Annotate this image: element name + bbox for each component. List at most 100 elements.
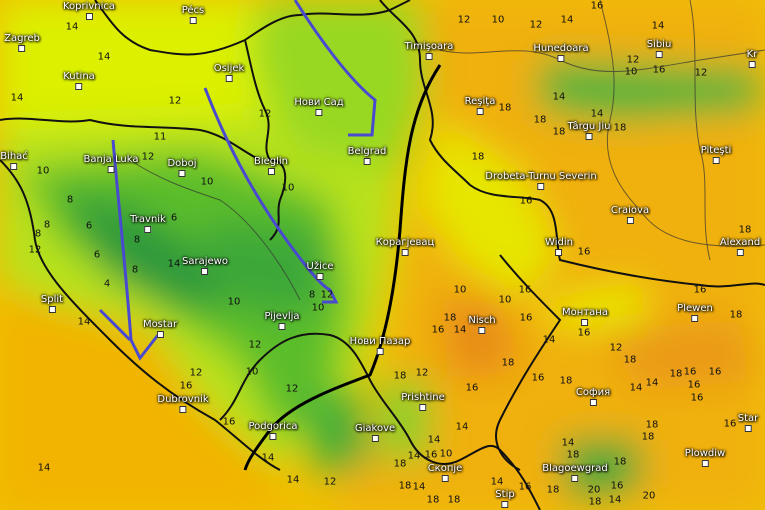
cold-front-1 [293,0,377,137]
city-marker-icon [10,163,18,170]
city-marker-icon [712,157,720,164]
city-label: Timişoara [405,41,453,60]
isotherm-value: 8 [131,264,139,276]
isotherm-value: 18 [426,494,440,506]
isotherm-value: 16 [683,366,697,378]
isotherm-value: 18 [498,102,512,114]
isotherm-value: 14 [590,108,604,120]
city-label: Doboj [167,158,197,177]
isotherm-value: 16 [519,312,533,324]
isotherm-value: 16 [693,284,707,296]
city-label: Монтана [562,307,608,326]
isotherm-value: 12 [457,14,471,26]
city-marker-icon [18,45,26,52]
city-name: Doboj [167,158,197,169]
city-label: Kr [747,49,757,68]
city-label: Užice [307,261,334,280]
city-label: Koprivnica [63,1,115,20]
city-label: Alexand [720,237,760,256]
isotherm-value: 14 [542,334,556,346]
city-name: Koprivnica [62,1,116,12]
city-label: Dubrovnik [157,394,209,413]
isotherm-value: 10 [491,14,505,26]
city-name: Belgrad [347,146,387,157]
city-name: Pécs [181,5,205,16]
city-marker-icon [178,170,186,177]
isotherm-value: 14 [490,476,504,488]
isotherm-value: 10 [624,66,638,78]
isotherm-value: 16 [222,416,236,428]
isotherm-value: 16 [518,481,532,493]
isotherm-value: 10 [453,284,467,296]
isotherm-value: 8 [308,289,316,301]
city-name: Banja Luka [83,154,139,165]
isotherm-value: 12 [285,383,299,395]
city-marker-icon [585,133,593,140]
city-label: Banja Luka [83,154,139,173]
isotherm-value: 10 [200,176,214,188]
isotherm-value: 18 [552,126,566,138]
isotherm-value: 14 [629,382,643,394]
city-marker-icon [701,460,709,467]
isotherm-value: 18 [393,458,407,470]
city-marker-icon [501,501,509,508]
isotherm-value: 20 [587,484,601,496]
city-name: Монтана [562,307,608,318]
isotherm-value: 18 [533,114,547,126]
city-marker-icon [225,75,233,82]
cold-front-4 [98,308,132,342]
isotherm-value: 10 [281,182,295,194]
city-label: Hunedoara [533,43,589,62]
isotherm-value: 12 [529,19,543,31]
isotherm-value: 14 [65,21,79,33]
isotherm-value: 12 [320,289,334,301]
city-name: Nisch [468,315,496,326]
isotherm-value: 6 [85,220,93,232]
isotherm-value: 10 [245,366,259,378]
isotherm-value: 10 [439,448,453,460]
city-label: Нови Сад [294,97,344,116]
city-marker-icon [736,249,744,256]
isotherm-value: 14 [412,481,426,493]
city-marker-icon [401,249,409,256]
city-marker-icon [555,249,563,256]
city-label: Split [41,294,63,313]
city-marker-icon [201,268,209,275]
city-name: Giakove [354,423,396,434]
city-name: Корагјевац [375,237,435,248]
isotherm-value: 16 [687,379,701,391]
isotherm-value: 14 [552,91,566,103]
isotherm-value: 18 [559,375,573,387]
city-name: Drobeta-Turnu Severin [485,171,597,182]
city-marker-icon [315,109,323,116]
city-name: Podgorica [248,421,298,432]
city-marker-icon [85,13,93,20]
isotherm-value: 18 [546,484,560,496]
city-marker-icon [75,83,83,90]
isotherm-value: 10 [311,302,325,314]
isotherm-value: 10 [498,294,512,306]
isotherm-value: 18 [613,122,627,134]
isotherm-value: 12 [189,367,203,379]
city-marker-icon [267,168,275,175]
city-name: Reşiţa [464,96,496,107]
isotherm-value: 14 [97,51,111,63]
city-label: Osijek [214,63,244,82]
isotherm-value: 18 [588,496,602,508]
isotherm-value: 12 [626,54,640,66]
isotherm-value: 16 [179,380,193,392]
city-marker-icon [189,17,197,24]
isotherm-value: 14 [453,324,467,336]
isotherm-value: 10 [227,296,241,308]
isotherm-value: 16 [690,392,704,404]
city-marker-icon [371,435,379,442]
city-name: Zagreb [4,33,40,44]
city-label: Plewen [677,303,713,322]
city-label: Sibiu [647,39,671,58]
city-marker-icon [478,327,486,334]
isotherm-value: 8 [43,219,51,231]
isotherm-value: 14 [608,494,622,506]
city-label: Star [738,413,758,432]
isotherm-value: 14 [261,452,275,464]
